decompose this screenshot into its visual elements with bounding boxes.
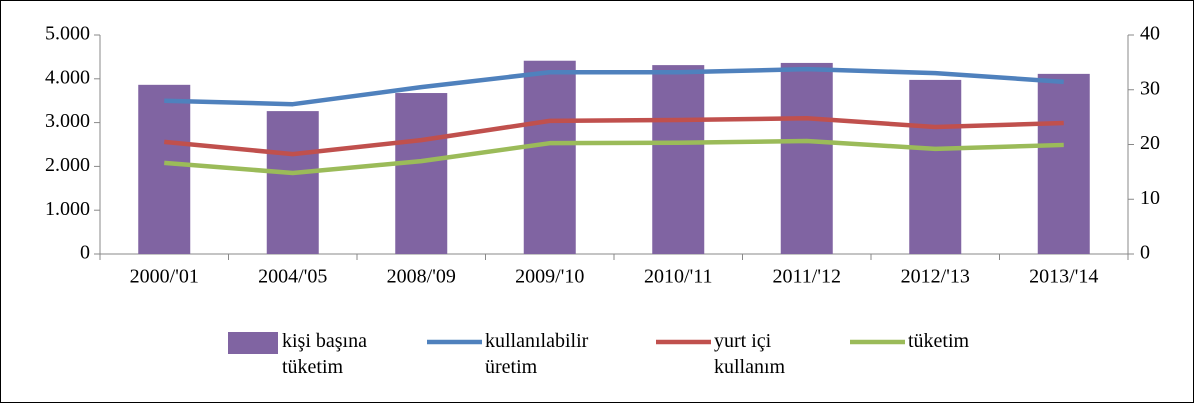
y2-tick-label: 30	[1140, 77, 1160, 99]
legend-swatch	[228, 332, 278, 354]
y-tick-label: 4.000	[45, 66, 90, 88]
y2-tick-label: 0	[1140, 242, 1150, 264]
legend-label: yurt içi kullanım	[714, 330, 786, 378]
x-tick-label: 2009/'10	[515, 266, 584, 288]
bar	[780, 62, 833, 254]
legend-label: kullanılabilir üretim	[485, 330, 589, 378]
x-tick-label: 2008/'09	[387, 266, 456, 288]
line	[164, 115, 1064, 157]
y-tick-label: 5.000	[45, 23, 90, 45]
x-tick-label: 2000/'01	[130, 266, 199, 288]
x-tick-label: 2004/'05	[258, 266, 327, 288]
line	[164, 138, 1064, 176]
y-tick-label: 3.000	[45, 110, 90, 132]
x-tick-label: 2010/'11	[644, 266, 712, 288]
bar	[266, 111, 319, 254]
legend-label: tüketim	[908, 330, 970, 352]
bar	[652, 65, 705, 254]
x-tick-label: 2011/'12	[773, 266, 841, 288]
y2-tick-label: 20	[1140, 132, 1160, 154]
bar	[138, 84, 191, 254]
y2-tick-label: 40	[1140, 23, 1160, 45]
x-tick-label: 2012/'13	[901, 266, 970, 288]
y-tick-label: 0	[80, 242, 90, 264]
bar	[395, 93, 448, 254]
y-tick-label: 2.000	[45, 154, 90, 176]
legend-label: kişi başına tüketim	[282, 330, 367, 378]
y2-tick-label: 10	[1140, 187, 1160, 209]
x-tick-label: 2013/'14	[1029, 266, 1098, 288]
bar	[523, 60, 576, 254]
line	[164, 66, 1064, 107]
bar	[1037, 73, 1090, 254]
bar	[909, 79, 962, 255]
y-tick-label: 1.000	[45, 198, 90, 220]
